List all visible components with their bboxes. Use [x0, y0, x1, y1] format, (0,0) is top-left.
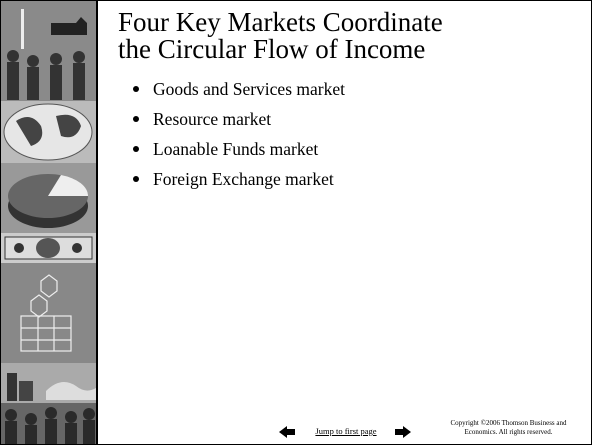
copyright-line: Economics. All rights reserved.: [426, 428, 591, 437]
bullet-text: Loanable Funds market: [153, 139, 318, 159]
bullet-dot: [133, 176, 139, 182]
bullet-dot: [133, 116, 139, 122]
bullet-list: Goods and Services market Resource market…: [131, 77, 345, 197]
prev-arrow[interactable]: [279, 426, 295, 438]
image-strip: [1, 1, 96, 444]
copyright-line: Copyright ©2006 Thomson Business and: [426, 419, 591, 428]
jump-link[interactable]: Jump to first page: [301, 426, 391, 436]
bullet-dot: [133, 86, 139, 92]
copyright: Copyright ©2006 Thomson Business and Eco…: [426, 419, 591, 437]
slide: Four Key Markets Coordinate the Circular…: [0, 0, 592, 445]
bullet-item: Resource market: [131, 107, 345, 137]
divider: [96, 1, 98, 444]
bullet-text: Resource market: [153, 109, 271, 129]
bullet-item: Foreign Exchange market: [131, 167, 345, 197]
bullet-text: Goods and Services market: [153, 79, 345, 99]
next-arrow[interactable]: [395, 426, 411, 438]
bullet-item: Loanable Funds market: [131, 137, 345, 167]
bullet-dot: [133, 146, 139, 152]
page: Four Key Markets Coordinate the Circular…: [0, 0, 592, 445]
slide-title: Four Key Markets Coordinate the Circular…: [118, 9, 443, 63]
bullet-item: Goods and Services market: [131, 77, 345, 107]
bullet-text: Foreign Exchange market: [153, 169, 334, 189]
title-line: Four Key Markets Coordinate: [118, 9, 443, 36]
title-line: the Circular Flow of Income: [118, 36, 443, 63]
